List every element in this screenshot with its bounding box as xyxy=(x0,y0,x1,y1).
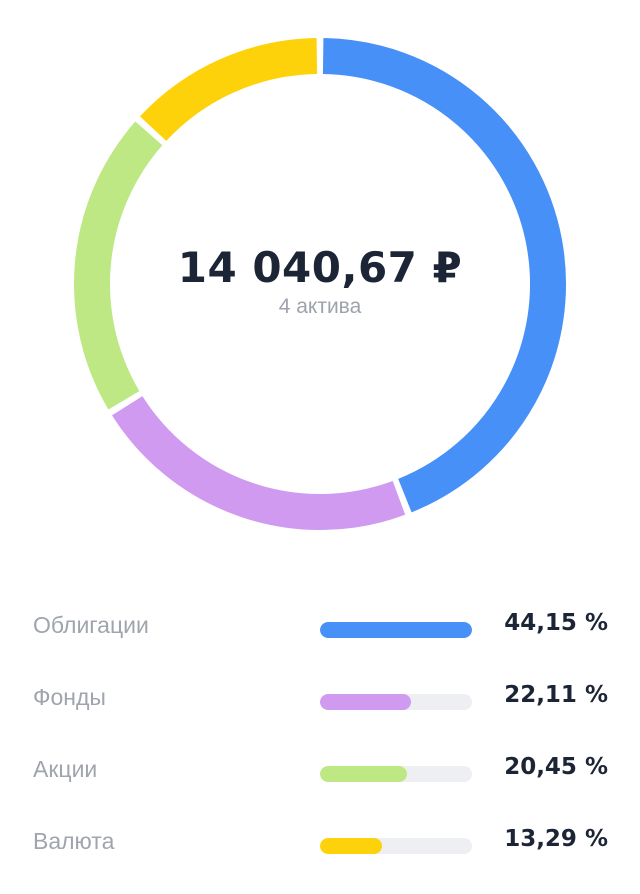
legend: Облигации 44,15 % Фонды 22,11 % Акции 20… xyxy=(0,596,640,884)
legend-label: Акции xyxy=(33,756,98,782)
legend-label: Фонды xyxy=(33,684,106,710)
legend-row-funds[interactable]: Фонды 22,11 % xyxy=(0,668,640,740)
legend-row-currency[interactable]: Валюта 13,29 % xyxy=(0,812,640,884)
legend-label: Облигации xyxy=(33,612,149,638)
legend-label: Валюта xyxy=(33,828,115,854)
legend-percent: 44,15 % xyxy=(504,610,608,636)
legend-bar-fill xyxy=(320,694,412,710)
legend-bar-track xyxy=(320,694,472,710)
legend-bar-fill xyxy=(320,766,407,782)
donut-segment-bonds[interactable] xyxy=(322,38,566,513)
legend-bar-fill xyxy=(320,838,383,854)
total-value: 14 040,67 ₽ xyxy=(177,243,463,292)
legend-percent: 22,11 % xyxy=(504,682,608,708)
assets-count: 4 актива xyxy=(278,295,362,318)
donut-segment-currency[interactable] xyxy=(139,38,318,142)
legend-bar-fill xyxy=(320,622,472,638)
legend-percent: 13,29 % xyxy=(504,826,608,852)
legend-row-bonds[interactable]: Облигации 44,15 % xyxy=(0,596,640,668)
donut-segment-stocks[interactable] xyxy=(74,121,163,410)
legend-row-stocks[interactable]: Акции 20,45 % xyxy=(0,740,640,812)
legend-bar-track xyxy=(320,766,472,782)
legend-bar-track xyxy=(320,622,472,638)
donut-segment-funds[interactable] xyxy=(111,395,406,530)
legend-percent: 20,45 % xyxy=(504,754,608,780)
legend-bar-track xyxy=(320,838,472,854)
donut-chart xyxy=(74,38,566,530)
donut-center: 14 040,67 ₽ 4 актива xyxy=(120,240,520,320)
